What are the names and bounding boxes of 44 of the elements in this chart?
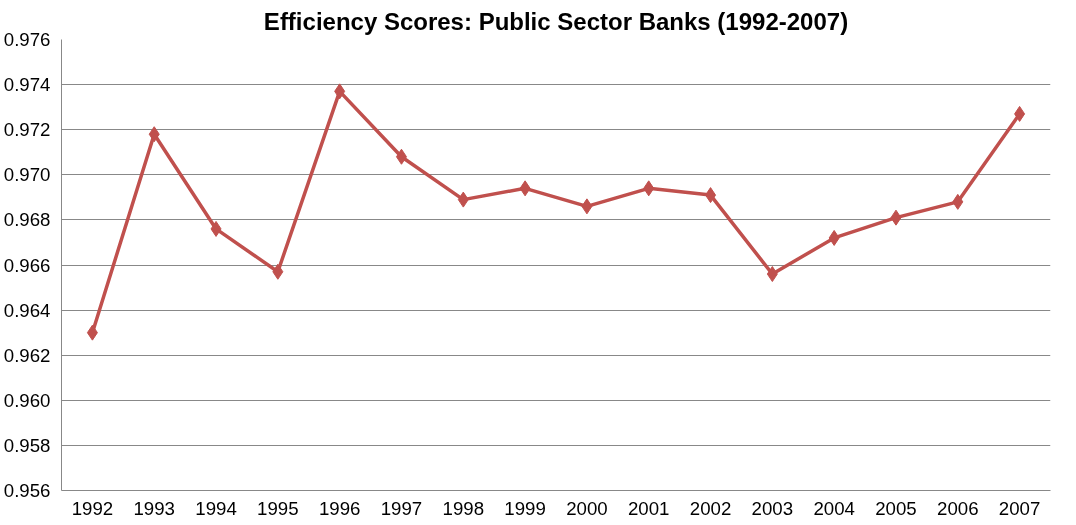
y-tick-label: 0.962 <box>3 344 51 366</box>
point <box>210 220 222 237</box>
point <box>86 324 98 341</box>
point <box>766 266 778 283</box>
x-tick-label: 2007 <box>998 497 1041 519</box>
point <box>519 180 531 197</box>
x-tick-label: 1998 <box>442 497 485 519</box>
y-tick-label: 0.972 <box>3 119 51 141</box>
x-tick-label: 1995 <box>257 497 299 519</box>
point <box>828 229 840 246</box>
point <box>395 148 407 165</box>
x-tick-label: 2005 <box>875 497 917 519</box>
point <box>705 187 717 204</box>
point <box>457 191 469 208</box>
x-tick-label: 2000 <box>566 497 608 519</box>
x-tick-label: 1996 <box>318 497 361 519</box>
x-tick-label: 1997 <box>380 497 423 519</box>
x-tick-label: 2006 <box>937 497 979 519</box>
y-tick-label: 0.964 <box>3 299 51 321</box>
y-tick-label: 0.958 <box>3 434 51 456</box>
x-tick-label: 2004 <box>813 497 855 519</box>
point <box>581 198 593 215</box>
x-tick-label: 1993 <box>133 497 175 519</box>
point <box>334 83 346 100</box>
y-tick-label: 0.970 <box>3 164 51 186</box>
y-tick-label: 0.960 <box>3 389 51 411</box>
y-tick-label: 0.956 <box>3 480 51 501</box>
chart-title: Efficiency Scores: Public Sector Banks (1992-2007) <box>263 7 849 35</box>
x-tick-label: 2002 <box>689 497 732 519</box>
y-tick-label: 0.966 <box>3 254 51 276</box>
y-tick-label: 0.976 <box>3 29 51 50</box>
x-tick-label: 1999 <box>504 497 546 519</box>
point <box>148 126 160 143</box>
point <box>1014 105 1026 122</box>
point <box>890 209 902 226</box>
x-tick-label: 2003 <box>751 497 794 519</box>
y-tick-label: 0.974 <box>3 74 51 96</box>
x-tick-label: 2001 <box>627 497 670 519</box>
point <box>952 193 964 210</box>
x-tick-label: 1992 <box>71 497 114 519</box>
point <box>272 263 284 280</box>
point <box>643 180 655 197</box>
x-tick-label: 1994 <box>195 497 237 519</box>
y-tick-label: 0.968 <box>3 209 51 231</box>
